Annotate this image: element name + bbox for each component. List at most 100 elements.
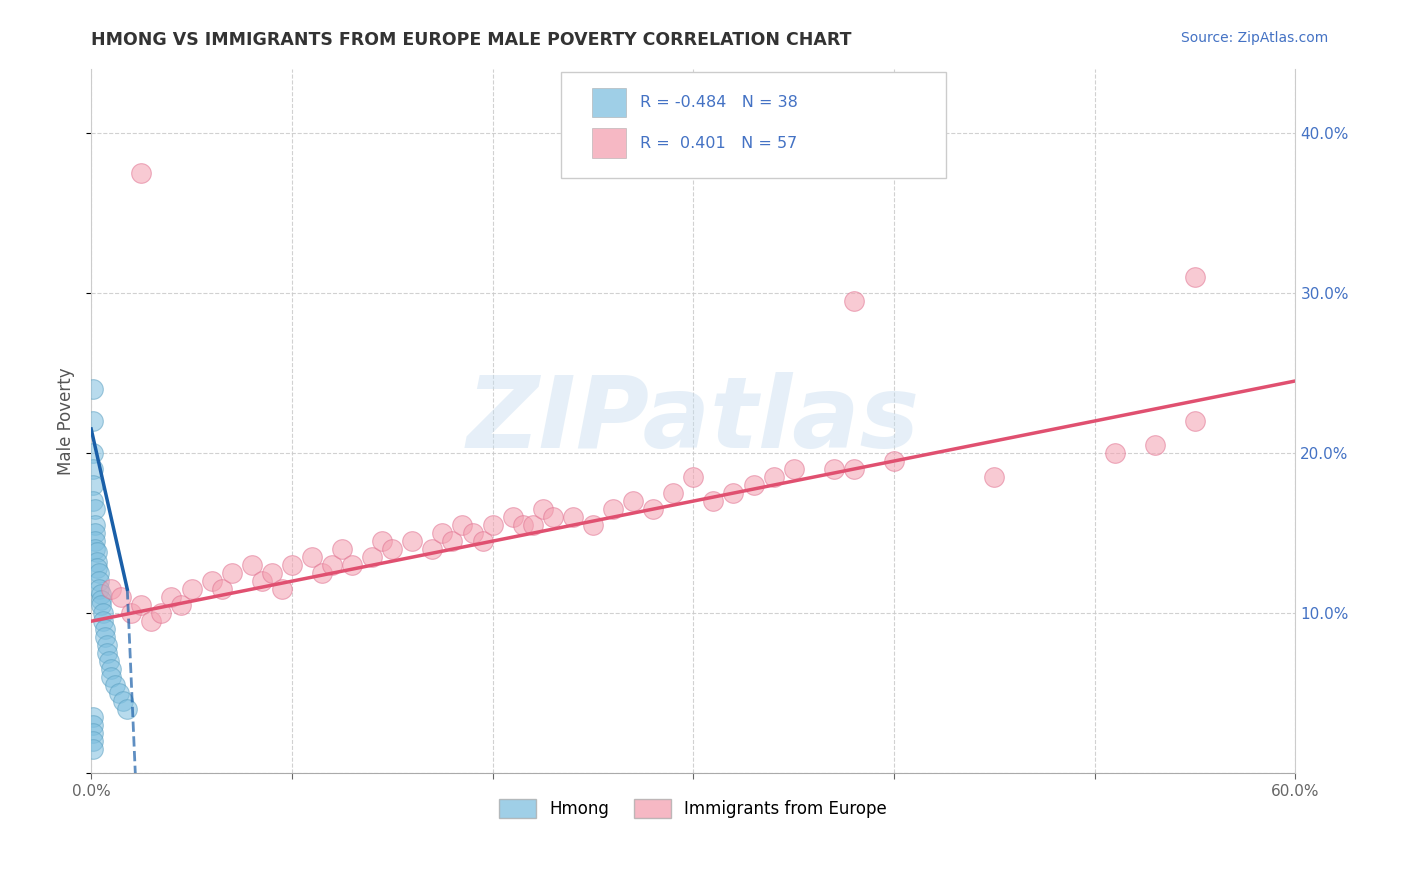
Point	[471, 534, 494, 549]
Point	[100, 582, 122, 597]
Point	[89, 582, 111, 597]
Point	[84, 502, 107, 516]
Point	[82, 718, 104, 732]
Point	[82, 710, 104, 724]
Point	[82, 734, 104, 748]
Point	[682, 470, 704, 484]
Point	[1143, 438, 1166, 452]
Point	[108, 686, 131, 700]
Point	[100, 670, 122, 684]
Point	[100, 662, 122, 676]
Point	[561, 510, 583, 524]
FancyBboxPatch shape	[592, 87, 626, 117]
Point	[131, 598, 153, 612]
Point	[422, 542, 444, 557]
Point	[983, 470, 1005, 484]
Point	[340, 558, 363, 573]
Text: ZIPatlas: ZIPatlas	[467, 373, 920, 469]
Text: HMONG VS IMMIGRANTS FROM EUROPE MALE POVERTY CORRELATION CHART: HMONG VS IMMIGRANTS FROM EUROPE MALE POV…	[91, 31, 852, 49]
Point	[643, 502, 665, 516]
Y-axis label: Male Poverty: Male Poverty	[58, 368, 75, 475]
Point	[96, 638, 118, 652]
Point	[321, 558, 343, 573]
Point	[742, 478, 765, 492]
Point	[82, 382, 104, 396]
Point	[461, 526, 484, 541]
FancyBboxPatch shape	[561, 72, 946, 178]
Point	[89, 566, 111, 581]
Point	[311, 566, 333, 581]
Point	[451, 518, 474, 533]
Point	[301, 550, 323, 565]
Point	[270, 582, 292, 597]
Point	[170, 598, 193, 612]
Point	[84, 526, 107, 541]
Point	[84, 518, 107, 533]
Point	[1184, 414, 1206, 428]
Point	[82, 462, 104, 476]
Point	[86, 545, 108, 559]
Point	[131, 166, 153, 180]
Point	[82, 446, 104, 460]
Point	[330, 542, 353, 557]
Point	[112, 694, 135, 708]
Text: R = -0.484   N = 38: R = -0.484 N = 38	[640, 95, 799, 110]
Point	[762, 470, 785, 484]
Point	[541, 510, 564, 524]
Point	[441, 534, 464, 549]
Point	[221, 566, 243, 581]
Point	[381, 542, 404, 557]
Point	[117, 702, 139, 716]
Point	[89, 574, 111, 589]
Point	[98, 654, 121, 668]
Point	[281, 558, 304, 573]
Point	[120, 606, 142, 620]
Point	[883, 454, 905, 468]
Point	[84, 542, 107, 557]
Point	[782, 462, 804, 476]
Point	[94, 622, 117, 636]
Point	[160, 591, 183, 605]
Text: R =  0.401   N = 57: R = 0.401 N = 57	[640, 136, 797, 151]
Point	[432, 526, 454, 541]
Point	[200, 574, 222, 589]
Point	[90, 587, 112, 601]
Legend: Hmong, Immigrants from Europe: Hmong, Immigrants from Europe	[494, 792, 894, 825]
Point	[621, 494, 644, 508]
Point	[531, 502, 554, 516]
Point	[481, 518, 503, 533]
Point	[82, 494, 104, 508]
Point	[94, 630, 117, 644]
Point	[180, 582, 202, 597]
Point	[522, 518, 544, 533]
Point	[141, 614, 163, 628]
Point	[512, 518, 534, 533]
FancyBboxPatch shape	[592, 128, 626, 158]
Point	[723, 486, 745, 500]
Point	[582, 518, 605, 533]
Point	[91, 606, 114, 620]
Point	[211, 582, 233, 597]
Point	[250, 574, 273, 589]
Point	[110, 591, 132, 605]
Point	[91, 614, 114, 628]
Point	[823, 462, 845, 476]
Point	[90, 598, 112, 612]
Point	[662, 486, 685, 500]
Point	[602, 502, 624, 516]
Point	[371, 534, 394, 549]
Point	[82, 414, 104, 428]
Point	[361, 550, 384, 565]
Point	[502, 510, 524, 524]
Point	[842, 293, 865, 308]
Point	[842, 462, 865, 476]
Point	[86, 555, 108, 569]
Point	[240, 558, 263, 573]
Point	[401, 534, 423, 549]
Text: Source: ZipAtlas.com: Source: ZipAtlas.com	[1181, 31, 1329, 45]
Point	[260, 566, 283, 581]
Point	[82, 478, 104, 492]
Point	[86, 561, 108, 575]
Point	[1104, 446, 1126, 460]
Point	[1184, 269, 1206, 284]
